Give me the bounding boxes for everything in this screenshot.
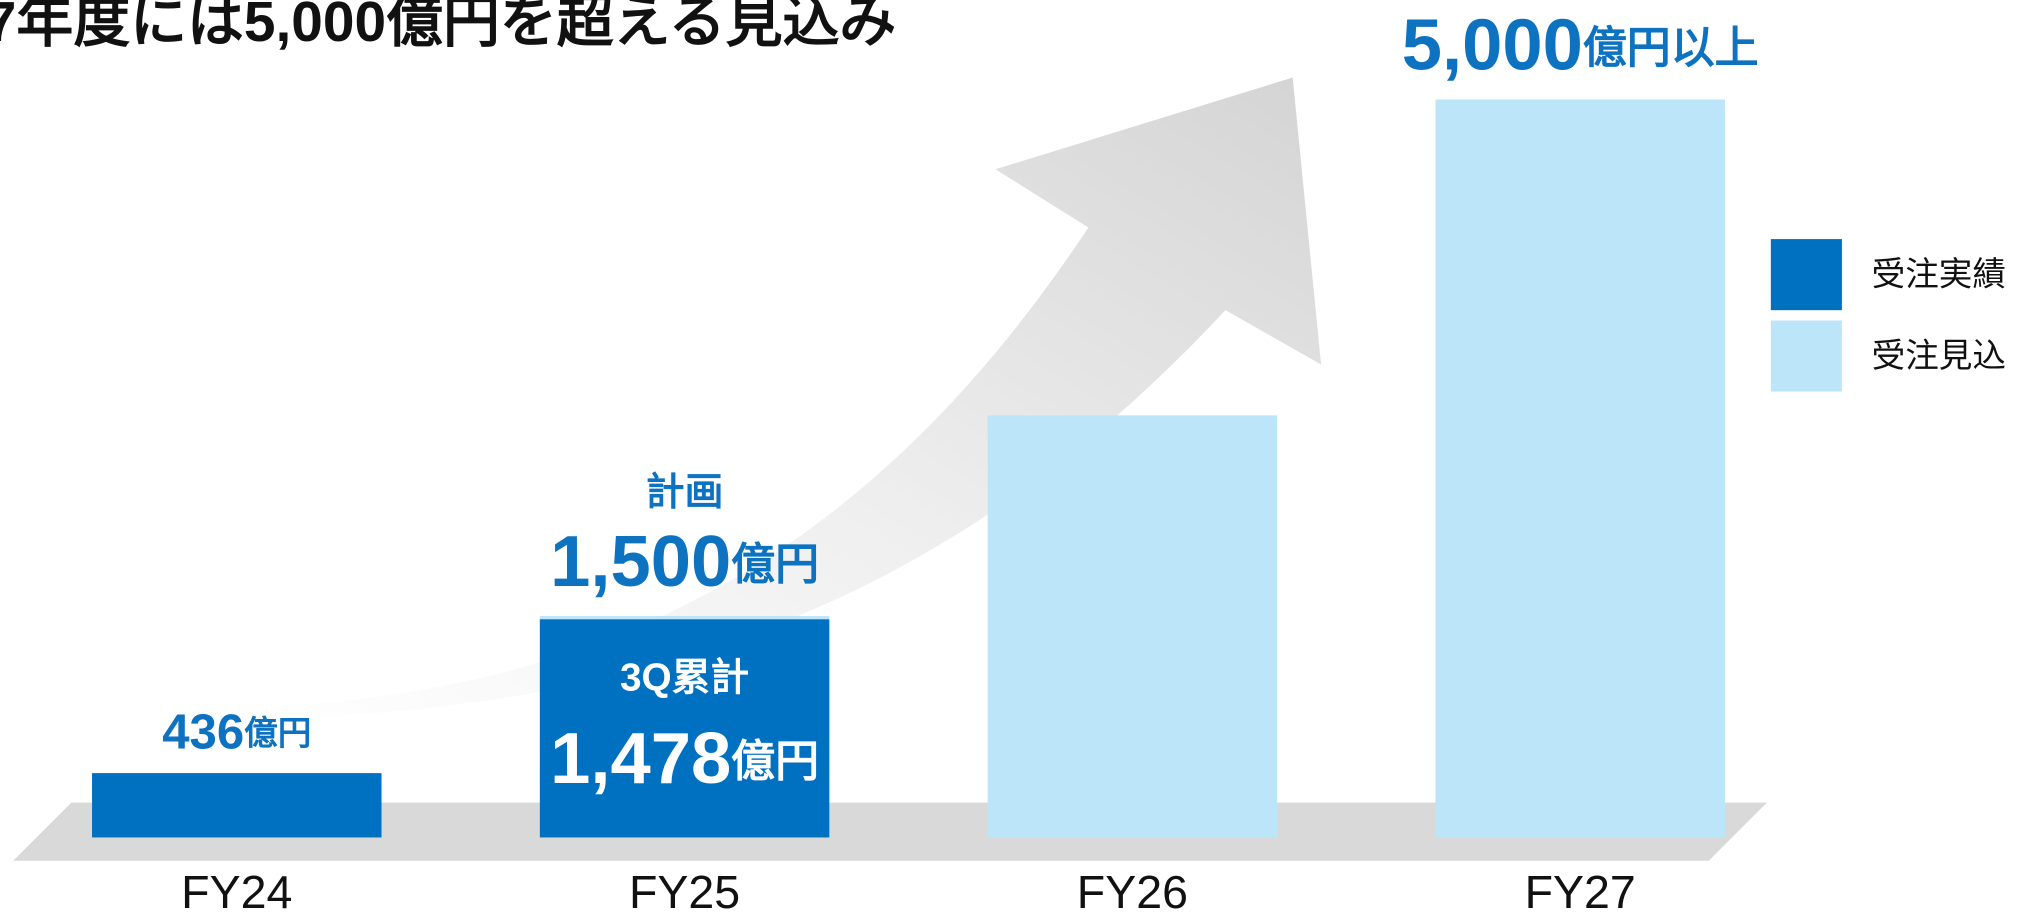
x-tick-label: FY24 [181, 866, 292, 915]
annotation: 計画 [646, 471, 724, 514]
annotation: 3Q累計 [620, 656, 749, 699]
value-label: 436億円 [162, 706, 311, 760]
labels: FY24 FY25 FY26 FY27 1,500億円 5,000億円以上 436億円 1,4… [162, 5, 2006, 915]
value-label: 1,478億円 [550, 718, 819, 799]
x-tick-label: FY25 [629, 866, 740, 915]
legend-label: 受注見込 [1872, 337, 2006, 375]
chart-title: 7年度には5,000億円を超える見込み [0, 0, 896, 54]
bar [1435, 99, 1725, 838]
x-tick-label: FY26 [1077, 866, 1188, 915]
trend-arrow [232, 77, 1322, 719]
bars [92, 99, 1725, 838]
value-label: 5,000億円以上 [1402, 5, 1759, 86]
legend-swatch [1770, 239, 1842, 311]
bar [92, 773, 382, 838]
value-label: 1,500億円 [550, 521, 819, 602]
x-tick-label: FY27 [1525, 866, 1636, 915]
floor [13, 802, 1767, 861]
legend-label: 受注実績 [1872, 255, 2006, 293]
bar [987, 415, 1278, 838]
legend-swatch [1770, 320, 1842, 392]
bar [539, 619, 830, 838]
